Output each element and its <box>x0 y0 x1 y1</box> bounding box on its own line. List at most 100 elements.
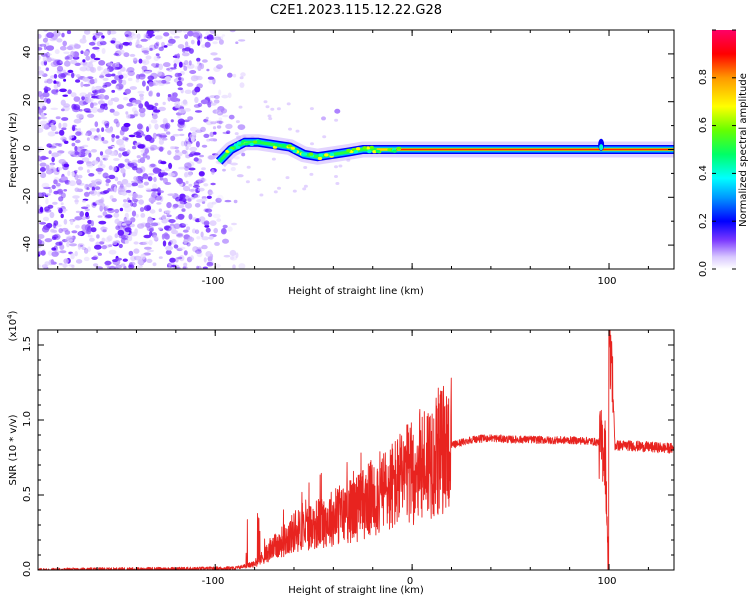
noise-blob <box>125 113 131 119</box>
noise-blob <box>105 214 113 219</box>
noise-blob <box>160 79 167 84</box>
noise-blob <box>38 66 41 71</box>
noise-blob <box>178 77 182 81</box>
noise-blob <box>137 223 145 229</box>
noise-blob <box>158 139 164 145</box>
noise-blob <box>155 53 160 57</box>
noise-blob <box>47 131 56 137</box>
noise-blob <box>177 72 182 77</box>
noise-blob <box>175 196 183 202</box>
noise-blob <box>303 166 308 169</box>
noise-blob <box>182 229 189 233</box>
noise-blob <box>107 235 113 242</box>
noise-blob <box>95 85 102 90</box>
noise-blob <box>143 35 147 39</box>
noise-blob <box>179 133 185 137</box>
noise-blob <box>148 81 154 87</box>
noise-blob <box>102 140 109 144</box>
noise-blob <box>176 80 183 87</box>
noise-blob <box>218 39 224 45</box>
noise-blob <box>59 46 67 51</box>
noise-blob <box>41 264 48 269</box>
noise-blob <box>74 216 83 221</box>
spectrogram-y-ticks <box>38 53 674 246</box>
noise-blob <box>90 53 96 59</box>
noise-blob <box>188 189 195 192</box>
noise-blob <box>58 241 63 246</box>
noise-blob <box>115 135 120 139</box>
noise-blob <box>149 231 153 236</box>
top-tick-label-yn20: -20 <box>22 188 33 204</box>
noise-blob <box>130 217 136 223</box>
noise-blob <box>128 41 132 46</box>
noise-blob <box>232 73 237 78</box>
noise-blob <box>213 57 222 61</box>
noise-blob <box>74 151 80 155</box>
noise-blob <box>97 66 104 71</box>
noise-blob <box>196 83 203 89</box>
noise-blob <box>96 234 100 239</box>
noise-blob <box>101 245 108 250</box>
noise-blob <box>133 176 139 181</box>
noise-blob <box>245 180 250 184</box>
noise-blob <box>182 99 188 105</box>
noise-blob <box>183 262 188 267</box>
noise-blob <box>257 178 262 182</box>
noise-blob <box>61 108 65 112</box>
noise-blob <box>41 182 50 189</box>
noise-blob <box>133 255 142 261</box>
noise-blob <box>98 241 105 245</box>
noise-blob <box>72 125 76 132</box>
ridge-blob <box>353 150 359 154</box>
noise-blob <box>188 213 193 220</box>
noise-blob <box>53 92 58 96</box>
noise-blob <box>176 247 183 252</box>
noise-blob <box>209 191 215 195</box>
noise-blob <box>156 92 161 97</box>
noise-blob <box>44 38 49 42</box>
noise-blob <box>87 113 95 118</box>
noise-blob <box>211 169 215 175</box>
noise-blob <box>203 36 209 39</box>
noise-blob <box>90 102 94 109</box>
noise-blob <box>75 259 83 264</box>
noise-blob <box>167 210 171 216</box>
noise-blob <box>118 74 124 80</box>
noise-blob <box>82 144 89 148</box>
noise-blob <box>79 211 84 217</box>
noise-blob <box>193 75 201 80</box>
noise-blob <box>198 177 207 183</box>
noise-blob <box>168 162 173 169</box>
noise-blob <box>86 161 93 164</box>
noise-blob <box>118 243 123 249</box>
noise-blob <box>38 238 42 245</box>
noise-blob <box>112 166 117 172</box>
noise-blob <box>85 66 92 72</box>
noise-blob <box>183 119 190 123</box>
noise-blob <box>70 59 78 65</box>
noise-blob <box>96 128 100 133</box>
noise-blob <box>166 131 171 135</box>
noise-blob <box>162 101 166 106</box>
noise-blob <box>170 97 179 102</box>
noise-blob <box>214 241 220 246</box>
noise-blob <box>149 209 156 214</box>
noise-blob <box>223 254 231 258</box>
noise-blob <box>182 266 187 269</box>
noise-blob <box>122 202 131 208</box>
noise-blob <box>146 258 153 263</box>
noise-blob <box>177 204 185 209</box>
noise-blob <box>271 157 276 161</box>
ridge-blob <box>233 143 239 147</box>
noise-blob <box>146 205 151 211</box>
noise-blob <box>207 189 213 196</box>
noise-blob <box>231 222 237 226</box>
noise-blob <box>50 58 58 62</box>
noise-blob <box>235 252 239 258</box>
noise-blob <box>238 39 246 42</box>
noise-blob <box>119 143 125 149</box>
noise-blob <box>59 250 67 254</box>
noise-blob <box>218 36 224 40</box>
noise-blob <box>122 135 126 139</box>
noise-blob <box>173 155 181 161</box>
